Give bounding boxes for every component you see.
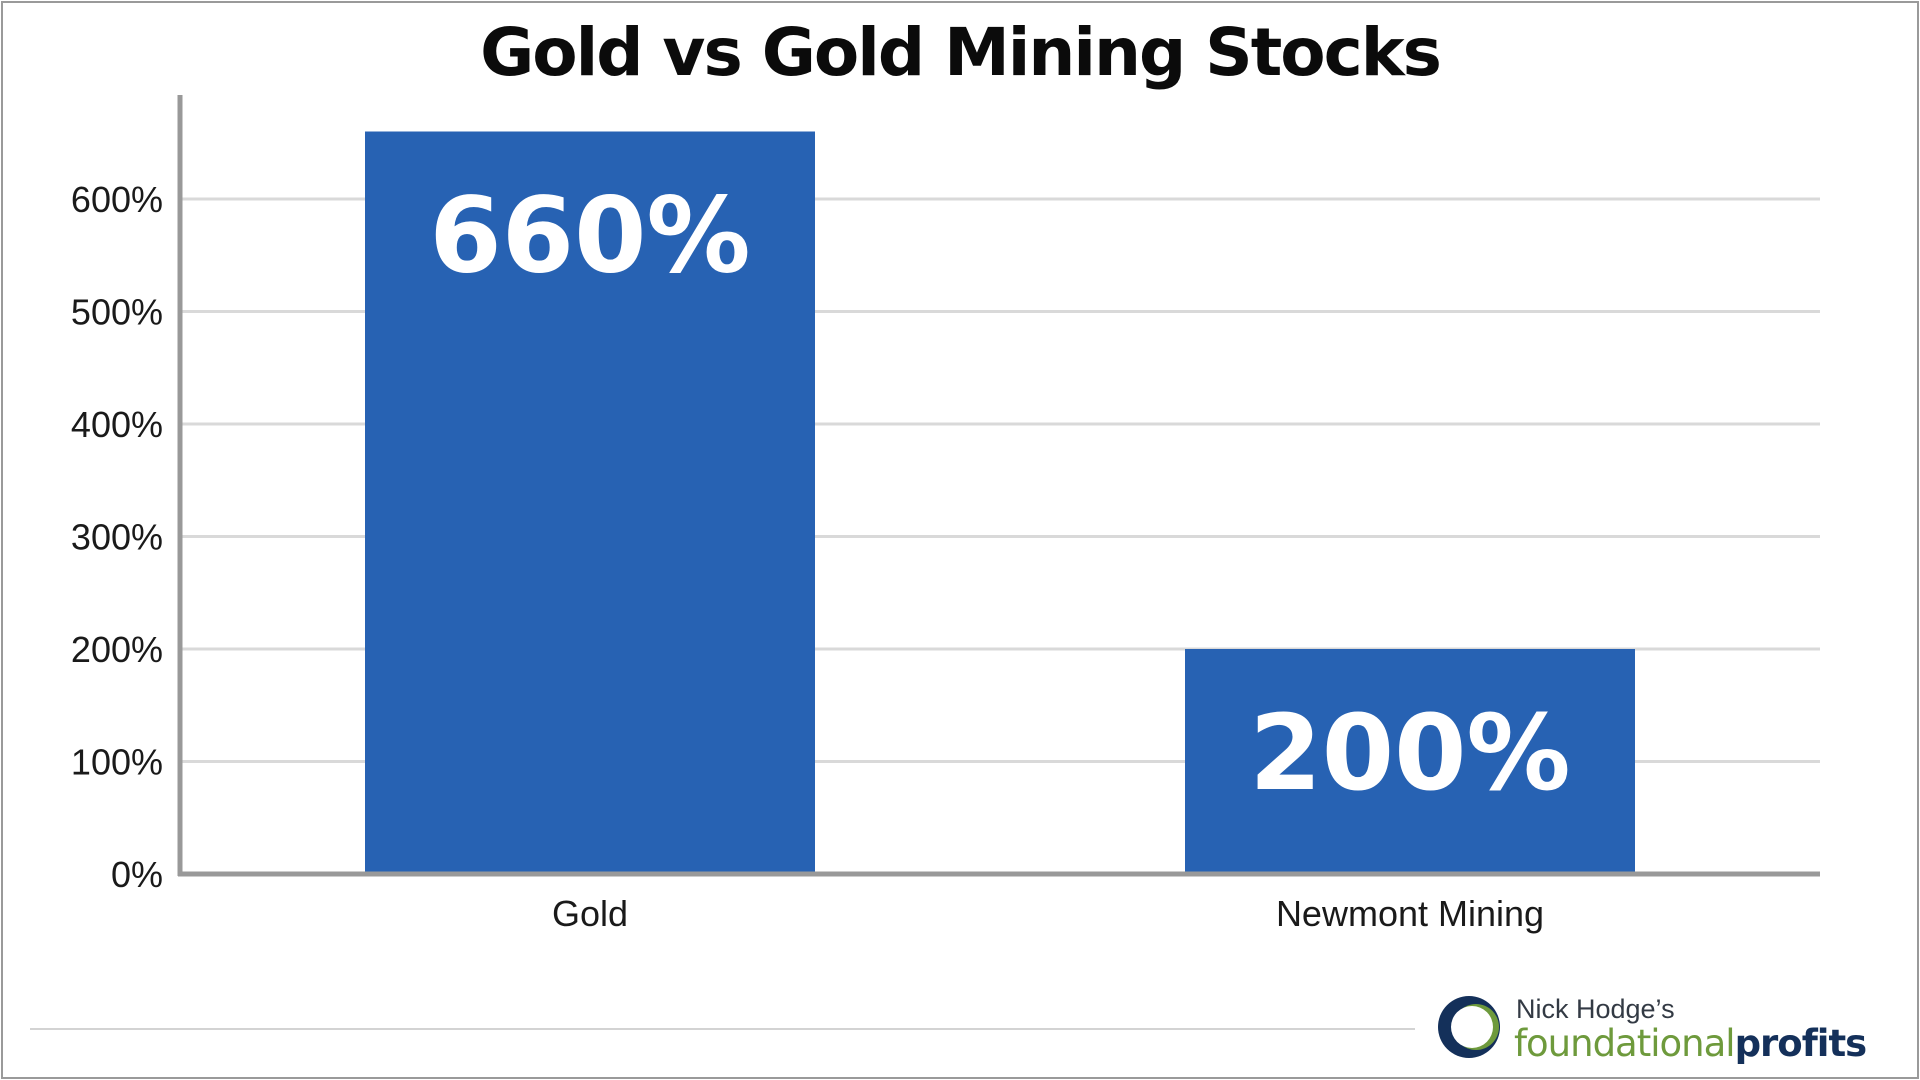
data-label: 200%: [1249, 692, 1570, 814]
y-tick-label: 300%: [71, 517, 163, 558]
x-category-label: Newmont Mining: [1276, 893, 1544, 934]
y-tick-label: 400%: [71, 404, 163, 445]
data-label: 660%: [429, 175, 750, 297]
footer-divider: [30, 1028, 1415, 1030]
y-tick-label: 500%: [71, 292, 163, 333]
bar: [365, 131, 815, 874]
x-category-label: Gold: [552, 893, 628, 934]
brand-logo: Nick Hodge’s foundationalprofits: [1436, 992, 1906, 1065]
brand-wordmark: foundationalprofits: [1514, 1022, 1868, 1065]
y-tick-label: 600%: [71, 179, 163, 220]
brand-word-bold: profits: [1734, 1022, 1868, 1065]
brand-word-light: foundational: [1514, 1022, 1736, 1065]
y-tick-label: 0%: [111, 854, 163, 895]
crescent-logo-icon: [1438, 996, 1500, 1058]
bar: [1185, 649, 1635, 874]
chart-title: Gold vs Gold Mining Stocks: [480, 14, 1442, 91]
brand-byline: Nick Hodge’s: [1516, 994, 1675, 1024]
y-tick-label: 100%: [71, 742, 163, 783]
y-tick-label: 200%: [71, 629, 163, 670]
